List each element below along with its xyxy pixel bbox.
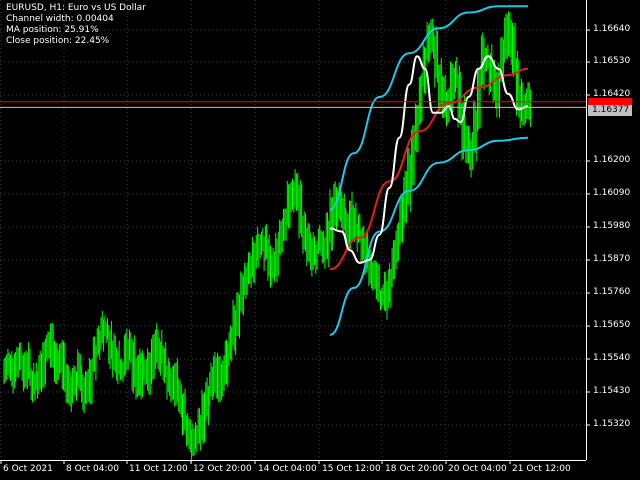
indicator-lines	[329, 5, 529, 336]
axes	[0, 0, 590, 464]
price-axis-label: 1.15430	[593, 386, 631, 396]
price-axis-label: 1.15980	[593, 221, 631, 231]
time-axis-label: 21 Oct 12:00	[512, 464, 571, 474]
time-axis-label: 20 Oct 04:00	[448, 464, 507, 474]
bid-price-tag: 1.16377	[588, 105, 632, 116]
price-axis-label: 1.15650	[593, 320, 631, 330]
time-axis-label: 8 Oct 04:00	[66, 464, 119, 474]
smoothed-line	[329, 55, 529, 264]
time-axis-label: 12 Oct 20:00	[193, 464, 252, 474]
price-axis-label: 1.15540	[593, 353, 631, 363]
price-axis-label: 1.15760	[593, 287, 631, 297]
channel-upper-line	[329, 5, 528, 211]
price-axis-label: 1.15320	[593, 419, 631, 429]
price-axis-label: 1.16640	[593, 24, 631, 34]
price-axis-label: 1.16420	[593, 89, 631, 99]
channel-lower-line	[329, 136, 529, 336]
price-axis-label: 1.16200	[593, 155, 631, 165]
ask-price-tag	[588, 98, 632, 109]
price-axis-label: 1.15870	[593, 254, 631, 264]
time-axis-label: 14 Oct 04:00	[258, 464, 317, 474]
price-axis-label: 1.16090	[593, 188, 631, 198]
time-axis-label: 18 Oct 20:00	[385, 464, 444, 474]
close-position-label: Close position: 22.45%	[6, 36, 110, 46]
time-axis-label: 15 Oct 12:00	[322, 464, 381, 474]
symbol-label: EURUSD, H1: Euro vs US Dollar	[6, 3, 146, 13]
time-axis-label: 6 Oct 2021	[3, 464, 53, 474]
channel-width-label: Channel width: 0.00404	[6, 14, 114, 24]
ma-position-label: MA position: 25.91%	[6, 25, 99, 35]
time-axis-label: 11 Oct 12:00	[129, 464, 188, 474]
price-axis-label: 1.16530	[593, 56, 631, 66]
grid-lines	[0, 0, 586, 460]
price-bars	[3, 11, 532, 463]
